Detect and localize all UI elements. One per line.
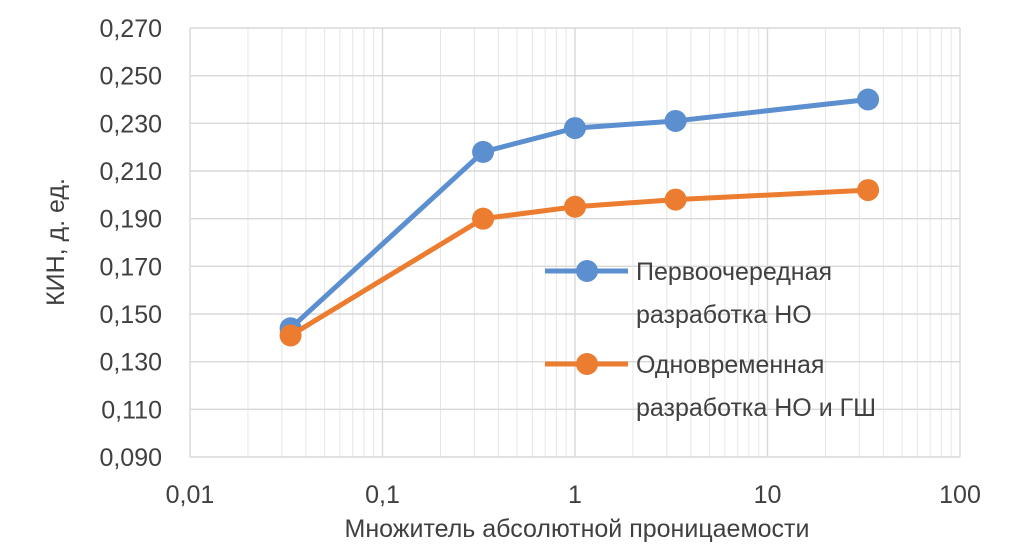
x-tick-label: 0,01 [166, 481, 215, 509]
legend-label: Одновременная разработка НО и ГШ [636, 351, 876, 422]
legend-label-line: разработка НО и ГШ [636, 394, 876, 422]
y-tick-label: 0,130 [99, 349, 162, 377]
x-tick-label: 0,1 [365, 481, 400, 509]
legend-label-line: Одновременная [636, 351, 824, 379]
x-tick-label: 100 [939, 481, 981, 509]
y-tick-label: 0,230 [99, 110, 162, 138]
y-tick-label: 0,110 [101, 396, 162, 424]
legend-marker [576, 353, 598, 375]
y-tick-label: 0,170 [99, 253, 162, 281]
data-point [857, 88, 880, 111]
series-layer [279, 88, 880, 347]
x-tick-label: 1 [568, 481, 582, 509]
data-point [564, 117, 586, 140]
legend-entry-2: Одновременная разработка НО и ГШ [545, 351, 876, 422]
y-tick-labels: 0,270 0,250 0,230 0,210 0,190 0,170 0,150 0,130… [99, 15, 162, 472]
legend-marker [576, 260, 598, 282]
legend-label-line: разработка НО [636, 301, 812, 329]
data-point [564, 195, 586, 218]
series-2 [279, 179, 880, 347]
data-point [279, 324, 302, 347]
y-tick-label: 0,210 [99, 158, 162, 186]
legend: Первоочередная разработка НО Одновременная… [545, 258, 876, 422]
grid [189, 27, 961, 458]
legend-label-line: Первоочередная [636, 258, 832, 286]
y-tick-label: 0,150 [99, 301, 162, 329]
y-tick-label: 0,190 [99, 206, 162, 234]
legend-entry-1: Первоочередная разработка НО [545, 258, 832, 329]
legend-label: Первоочередная разработка НО [636, 258, 832, 329]
data-point [857, 179, 880, 202]
x-tick-labels: 0,01 0,1 1 10 100 [166, 481, 981, 509]
y-tick-label: 0,270 [99, 15, 162, 43]
y-tick-label: 0,090 [99, 444, 162, 472]
data-point [664, 109, 687, 132]
data-point [472, 140, 495, 163]
data-point [664, 188, 687, 211]
x-tick-label: 10 [754, 481, 782, 509]
x-axis-title: Множитель абсолютной проницаемости [345, 515, 810, 543]
data-point [472, 207, 495, 230]
y-tick-label: 0,250 [99, 63, 162, 91]
y-axis-title: КИН, д. ед. [42, 178, 70, 306]
